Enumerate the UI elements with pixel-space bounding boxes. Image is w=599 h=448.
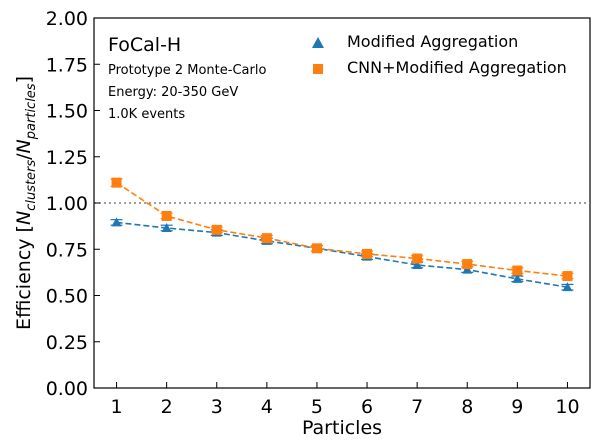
x-tick-label: 8 — [461, 396, 473, 418]
annotation-line-3: 1.0K events — [108, 107, 185, 122]
y-tick-label: 0.50 — [46, 286, 88, 308]
data-point-square — [412, 254, 422, 264]
y-tick-label: 1.75 — [46, 54, 88, 76]
series-layer — [111, 178, 574, 292]
data-point-square — [312, 243, 322, 253]
data-point-square — [462, 259, 472, 269]
series-1 — [111, 217, 574, 291]
y-tick-label: 2.00 — [46, 8, 88, 30]
data-point-square — [112, 178, 122, 188]
x-tick-label: 6 — [361, 396, 373, 418]
legend-marker-triangle — [312, 37, 324, 48]
legend: Modified Aggregation CNN+Modified Aggreg… — [312, 32, 567, 77]
x-tick-label: 1 — [110, 396, 122, 418]
annotation-line-1: Prototype 2 Monte-Carlo — [108, 63, 266, 78]
data-point-triangle — [112, 217, 122, 226]
legend-label-series-1: Modified Aggregation — [347, 32, 518, 51]
series-line — [117, 222, 568, 287]
legend-label-series-2: CNN+Modified Aggregation — [347, 58, 567, 77]
x-tick-label: 10 — [555, 396, 579, 418]
x-tick-label: 3 — [211, 396, 223, 418]
x-tick-label: 5 — [311, 396, 323, 418]
data-point-square — [162, 211, 172, 221]
x-tick-label: 2 — [161, 396, 173, 418]
y-tick-label: 1.25 — [46, 147, 88, 169]
y-tick-label: 0.75 — [46, 239, 88, 261]
y-tick-label: 1.50 — [46, 101, 88, 123]
y-tick-label: 0.25 — [46, 332, 88, 354]
data-point-square — [262, 233, 272, 243]
x-axis-title: Particles — [302, 417, 382, 439]
x-tick-label: 9 — [511, 396, 523, 418]
annotation-line-2: Energy: 20-350 GeV — [108, 85, 238, 100]
data-point-square — [512, 266, 522, 276]
x-tick-label: 7 — [411, 396, 423, 418]
data-point-square — [212, 225, 222, 235]
x-tick-label: 4 — [261, 396, 273, 418]
data-point-square — [562, 271, 572, 281]
y-axis-title: Efficiency [Nclusters/Nparticles] — [13, 76, 39, 330]
legend-marker-square — [313, 64, 323, 74]
data-point-square — [362, 249, 372, 259]
y-tick-label: 0.00 — [46, 378, 88, 400]
y-tick-label: 1.00 — [46, 193, 88, 215]
annotation-title: FoCal-H — [108, 34, 181, 56]
